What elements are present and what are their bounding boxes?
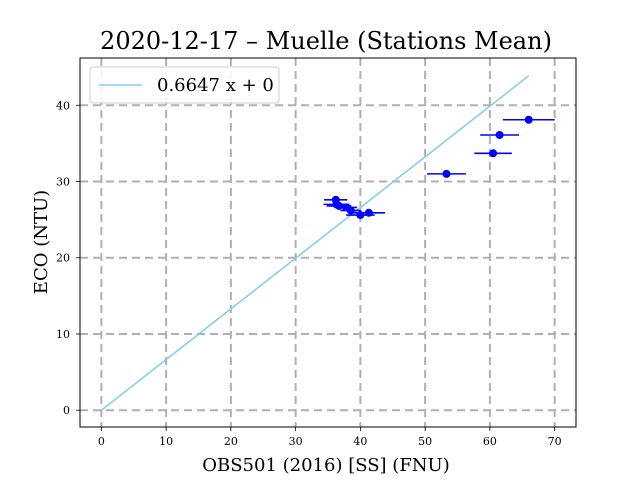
x-tick-label: 0 [98,435,105,448]
x-tick-label: 50 [418,435,432,448]
data-marker [524,115,533,124]
y-axis-ticks: 0 10 20 30 40 [56,99,80,417]
y-tick-label: 40 [56,99,70,112]
y-tick-label: 30 [56,176,70,189]
data-point [480,131,520,140]
data-marker [495,131,504,140]
plot-area-frame [79,57,577,428]
legend: 0.6647 x + 0 [89,66,280,104]
data-point [427,169,466,178]
data-marker [335,201,344,210]
data-point [474,149,512,158]
data-points [323,115,555,220]
fit-line [100,75,530,411]
x-tick-label: 20 [224,435,238,448]
legend-box [89,66,280,104]
x-tick-label: 70 [548,435,562,448]
x-tick-label: 10 [159,435,173,448]
x-tick-label: 30 [289,435,303,448]
y-tick-label: 0 [63,404,70,417]
data-marker [364,208,373,217]
data-marker [442,169,451,178]
y-axis-label: ECO (NTU) [31,190,52,294]
data-marker [489,149,498,158]
x-tick-label: 60 [483,435,497,448]
data-point [352,208,385,217]
data-point [502,115,555,124]
x-tick-label: 40 [353,435,367,448]
legend-label-fit-line: 0.6647 x + 0 [157,75,274,96]
x-axis-ticks: 0 10 20 30 40 50 60 70 [98,427,562,448]
chart-title: 2020-12-17 – Muelle (Stations Mean) [100,27,552,55]
x-axis-label: OBS501 (2016) [SS] (FNU) [202,455,450,476]
fit-line-group [100,75,530,411]
grid [80,58,576,427]
y-tick-label: 10 [56,328,70,341]
y-tick-label: 20 [56,252,70,265]
